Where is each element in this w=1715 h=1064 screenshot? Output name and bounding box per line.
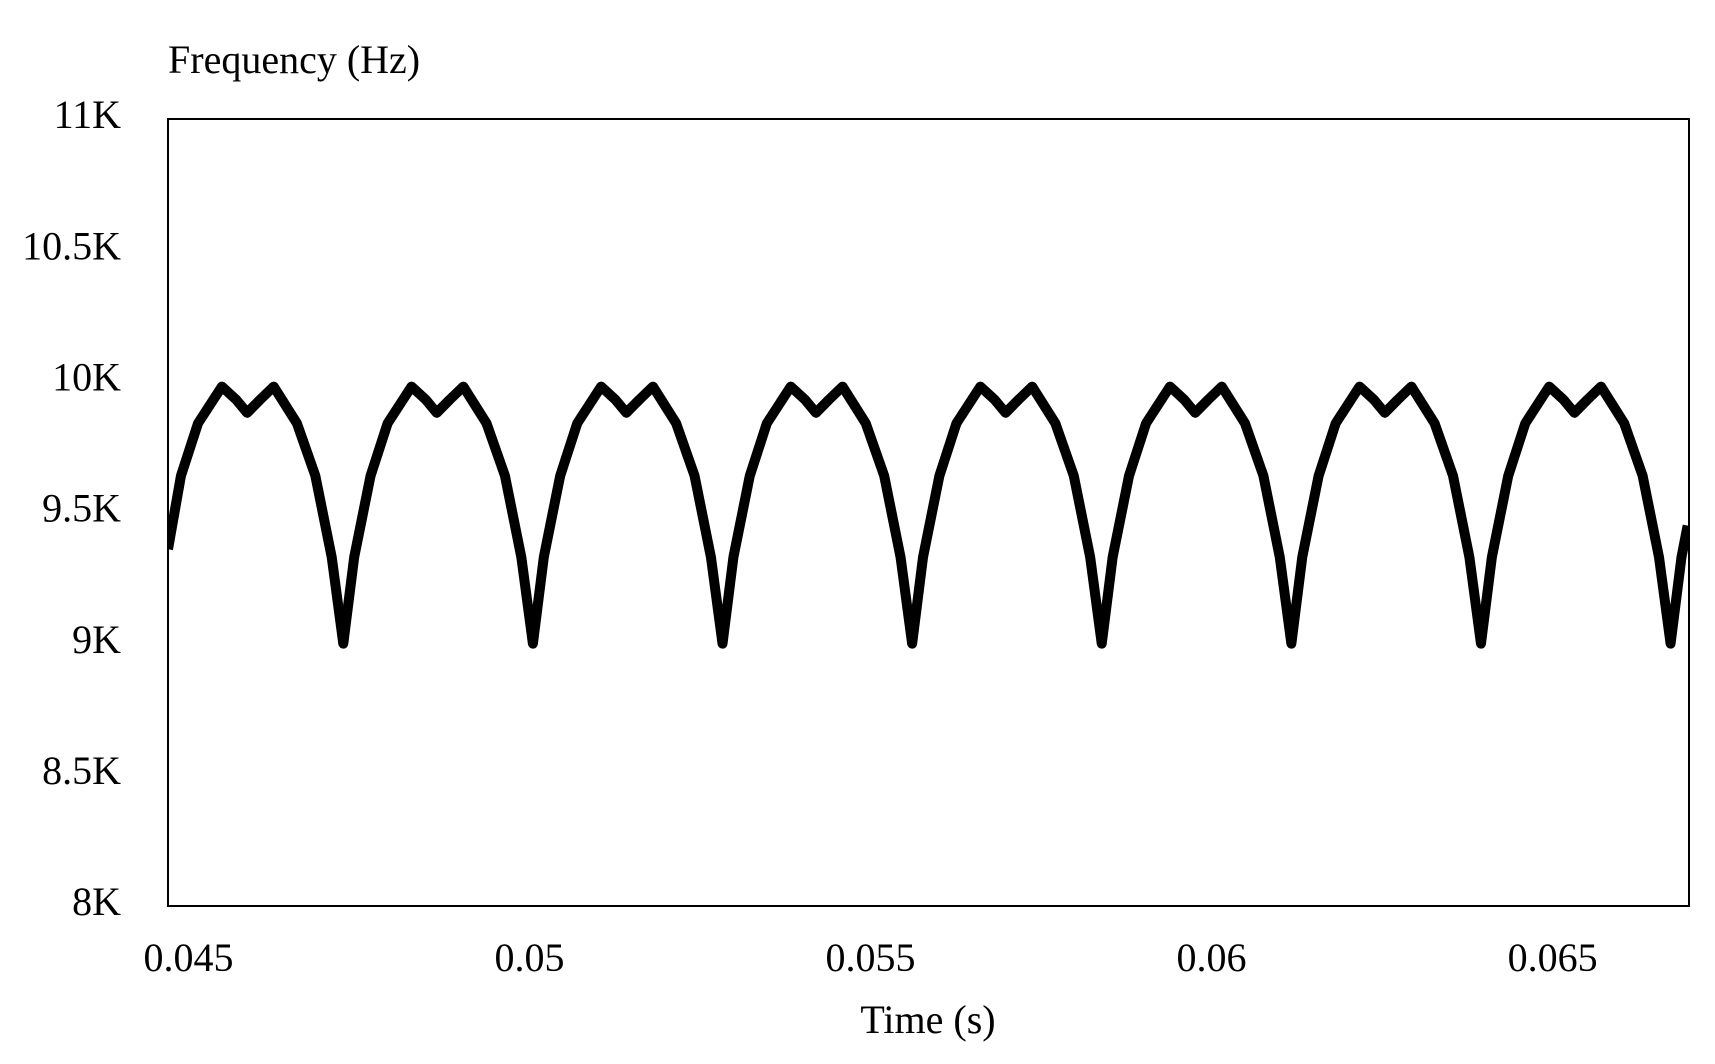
y-tick-label: 10K: [52, 355, 121, 400]
x-tick-label: 0.065: [1508, 935, 1598, 980]
x-tick-label: 0.06: [1177, 935, 1247, 980]
y-tick-label: 10.5K: [22, 223, 121, 268]
x-tick-label: 0.05: [494, 935, 564, 980]
x-tick-label: 0.055: [826, 935, 916, 980]
y-tick-label: 9.5K: [42, 486, 121, 531]
y-tick-label: 11K: [54, 92, 122, 137]
y-tick-label: 9K: [72, 617, 121, 662]
x-axis-title: Time (s): [860, 997, 995, 1042]
y-axis-title: Frequency (Hz): [168, 37, 420, 82]
y-tick-label: 8K: [72, 879, 121, 924]
y-tick-label: 8.5K: [42, 748, 121, 793]
x-tick-label: 0.045: [143, 935, 233, 980]
data-line: [168, 381, 1689, 649]
